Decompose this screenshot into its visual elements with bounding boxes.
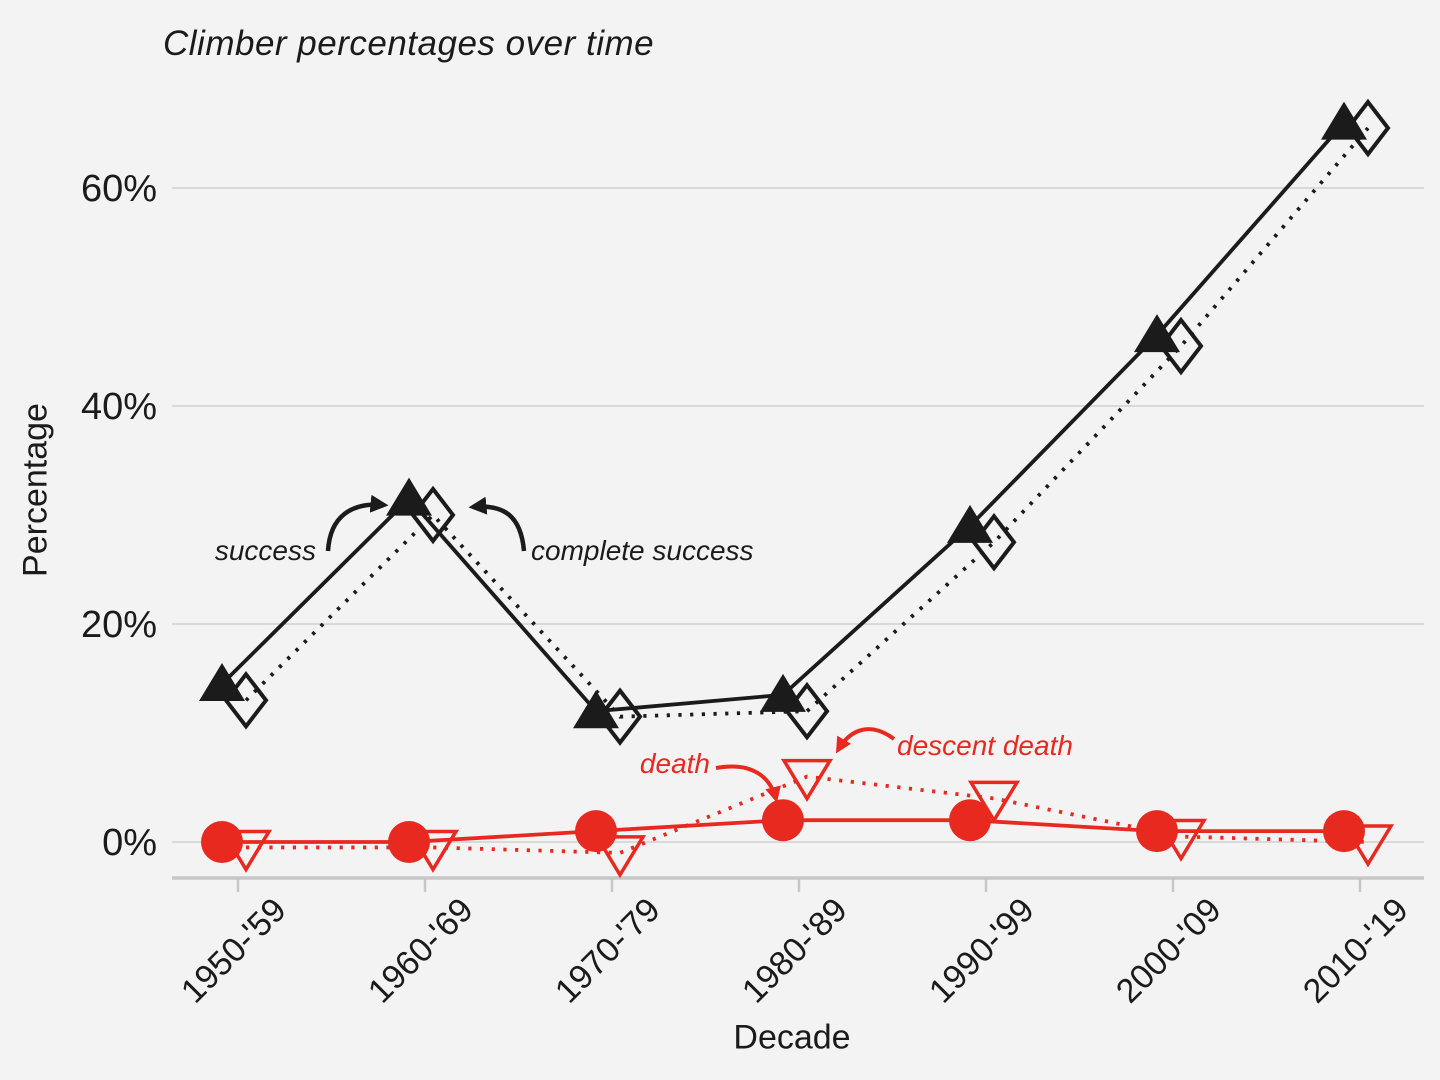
annotation-arrow-success [325,494,389,552]
x-tick-label: 1960-'69 [361,891,481,1011]
y-tick-label: 20% [81,604,157,646]
marker-death [949,799,991,842]
annotation-label-complete-success: complete success [531,535,754,566]
x-tick-label: 2010-'19 [1296,891,1416,1011]
series-line-descent-death [246,774,1369,855]
marker-success [386,477,432,516]
marker-descent-death [967,780,1021,824]
marker-success [199,662,245,701]
y-tick-label: 0% [102,822,157,864]
marker-success [947,504,993,543]
marker-descent-death [593,835,647,879]
marker-success [1321,101,1367,140]
marker-success [1134,314,1180,353]
series-line-complete-success [244,126,1370,719]
chart-title: Climber percentages over time [163,24,655,63]
x-tick-label: 1980-'89 [735,891,855,1011]
marker-death [575,810,617,853]
marker-death [762,799,804,842]
marker-death [1136,810,1178,853]
marker-success [573,690,619,729]
x-axis-title: Decade [733,1018,851,1057]
marker-success [760,673,806,712]
x-tick-label: 1970-'79 [548,891,668,1011]
annotation-arrow-descent-death [835,727,896,754]
x-tick-label: 1950-'59 [174,891,294,1011]
y-tick-label: 40% [81,386,157,428]
series-line-success [220,121,1346,714]
x-tick-label: 2000-'09 [1109,891,1229,1011]
annotation-label-death: death [640,748,710,779]
marker-death [1323,810,1365,853]
y-tick-label: 60% [81,168,157,210]
annotation-arrow-complete-success [468,496,527,552]
annotation-label-descent-death: descent death [897,730,1073,761]
marker-death [201,821,243,863]
marker-death [388,821,430,863]
annotation-label-success: success [215,535,316,566]
annotation-arrow-death [715,764,781,803]
marker-descent-death [780,758,834,802]
x-tick-label: 1990-'99 [922,891,1042,1011]
